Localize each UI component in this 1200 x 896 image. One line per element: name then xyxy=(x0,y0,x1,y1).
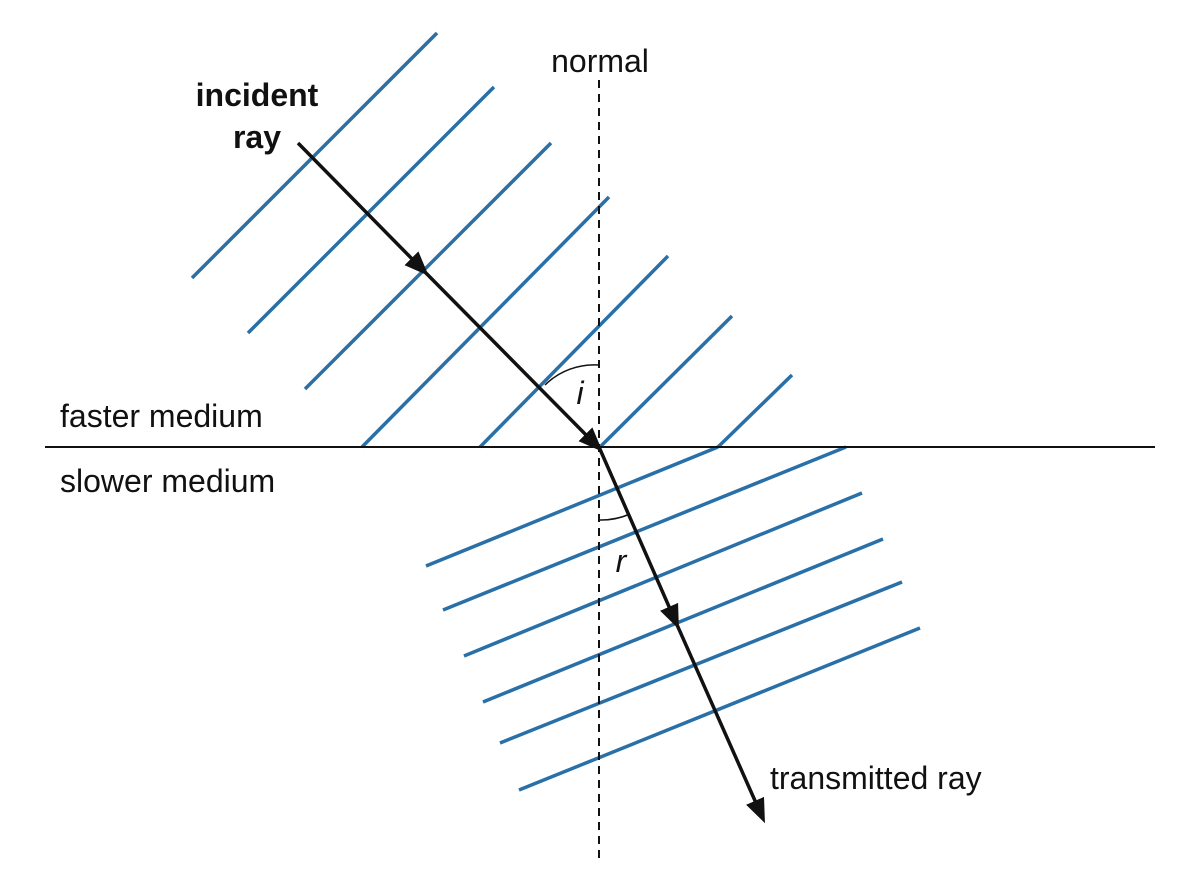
faster-medium-label: faster medium xyxy=(60,398,263,434)
angle-r-arc xyxy=(598,513,631,521)
angle-i-arc xyxy=(544,364,600,386)
angle-i-label: i xyxy=(576,375,584,411)
incident-ray-arrow xyxy=(296,141,603,452)
angle-r-label: r xyxy=(616,543,628,579)
slower-medium-label: slower medium xyxy=(60,463,275,499)
normal-label: normal xyxy=(551,43,649,79)
lower-wavefronts xyxy=(425,445,921,792)
incident-ray-label: incident ray xyxy=(195,77,319,155)
transmitted-ray-arrow xyxy=(597,446,765,824)
transmitted-ray-label: transmitted ray xyxy=(770,760,982,796)
